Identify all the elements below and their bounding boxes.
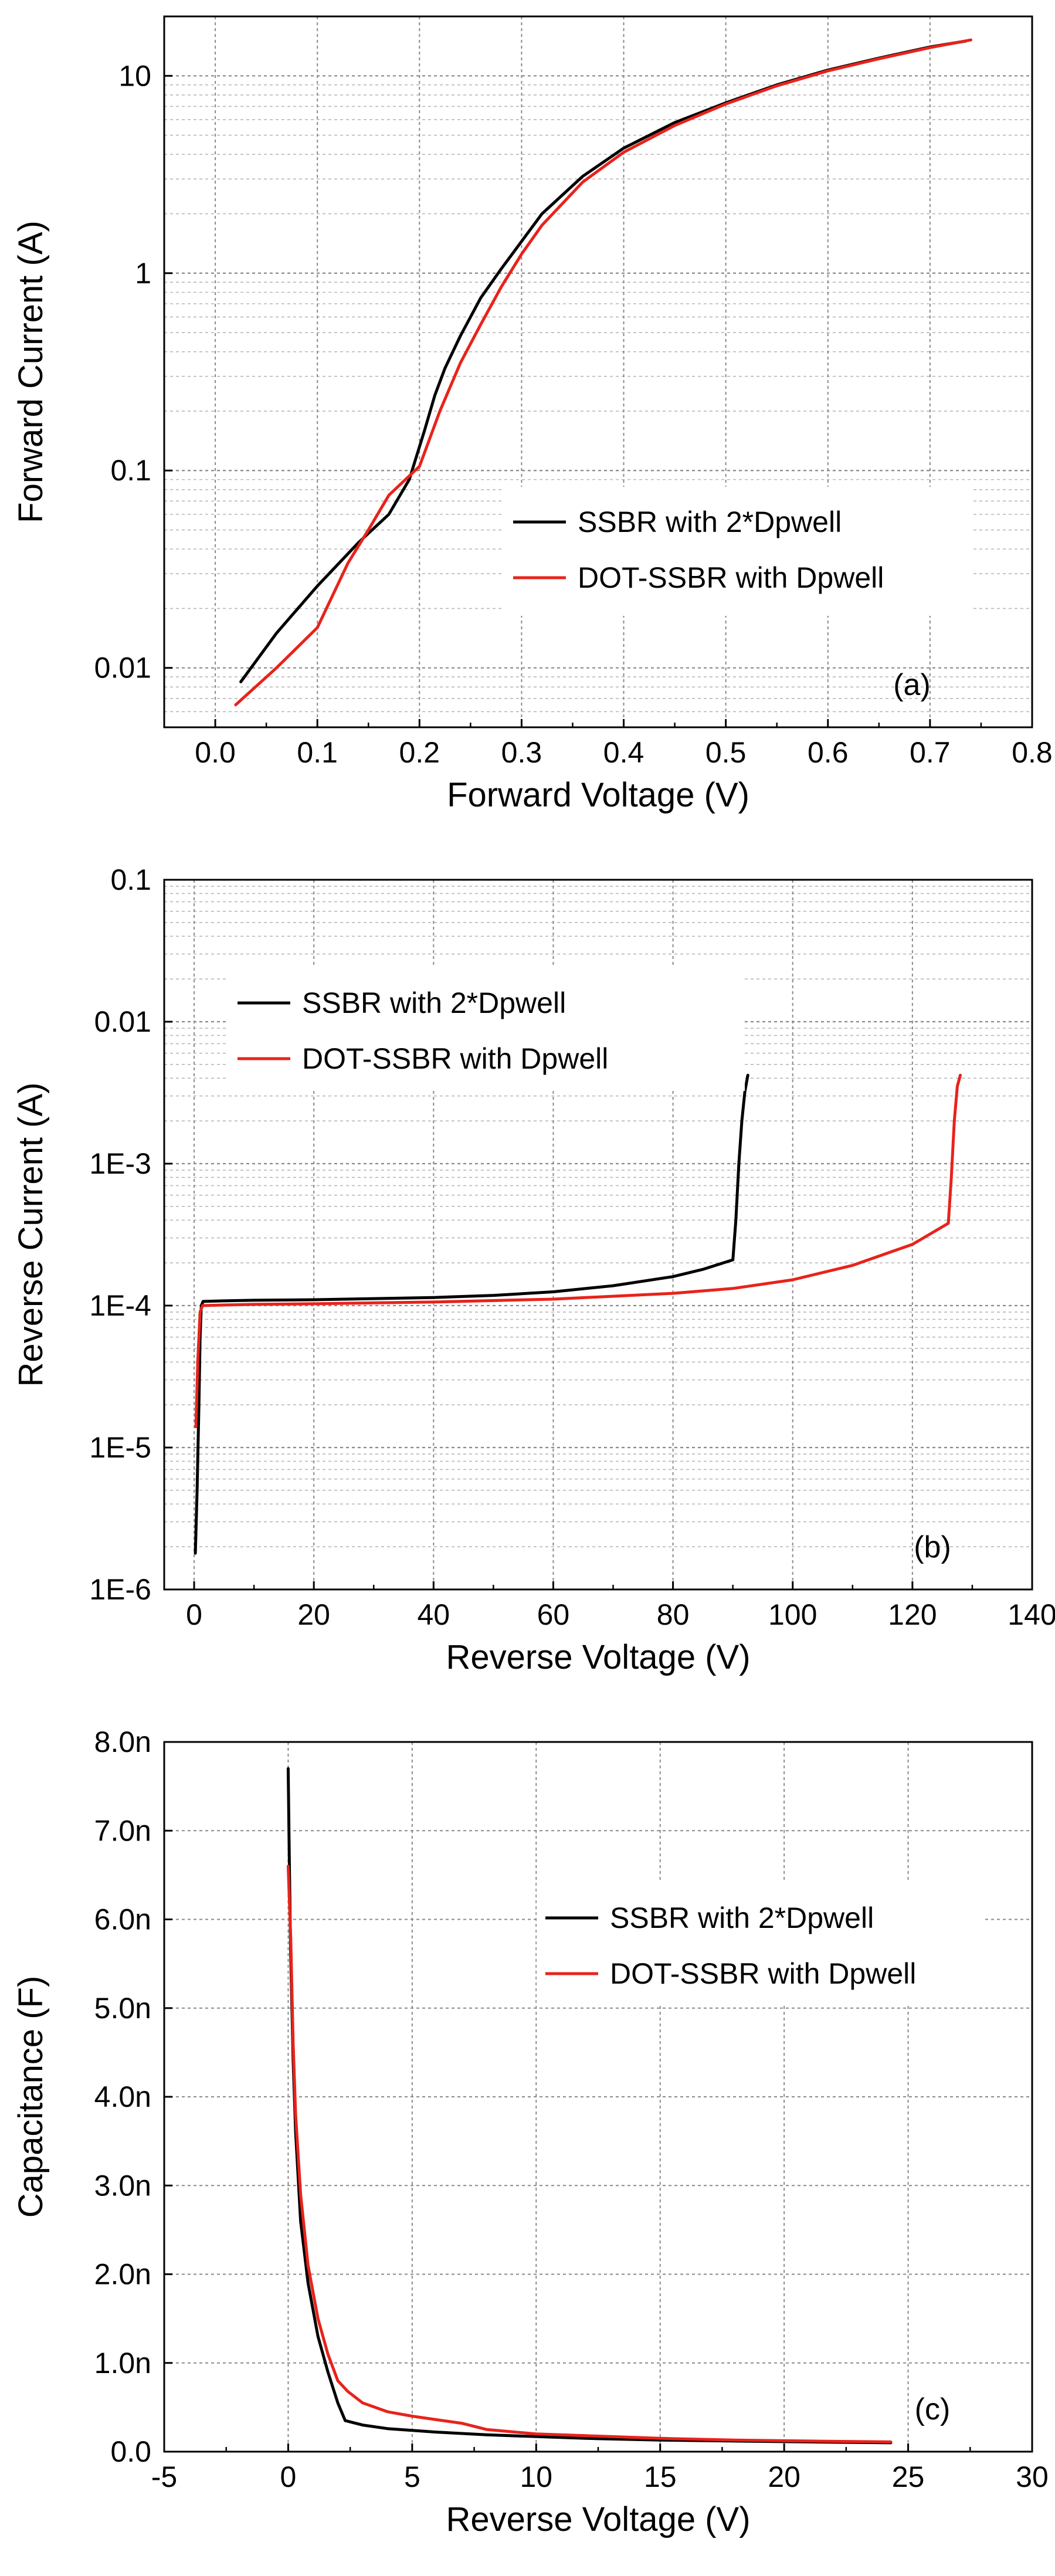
- series-line-2: [234, 38, 972, 707]
- x-tick-label: 20: [297, 1598, 330, 1631]
- x-tick-label: 0.3: [501, 736, 542, 769]
- y-axis-title: Capacitance (F): [12, 1976, 50, 2218]
- chart-panel-b: 0 20 40 60 80 100 120 140 1E-6 1E-5 1E-4 1E-3 0.01 0.…: [12, 863, 1055, 1676]
- series-line-2: [194, 1073, 962, 1429]
- chart-panel-c: -5 0 5 10 15 20 25 30 0.0 1.0n 2.0n 3.0n 4.0n 5.0n 6.0…: [12, 1726, 1049, 2538]
- y-tick-label: 1E-6: [89, 1573, 151, 1606]
- y-tick-label: 0.1: [110, 454, 151, 487]
- y-tick-label: 1: [135, 257, 151, 290]
- y-tick-label: 1E-5: [89, 1431, 151, 1464]
- x-tick-label: 0.5: [705, 736, 747, 769]
- y-tick-label: 6.0n: [94, 1903, 151, 1936]
- series-group: [286, 1767, 893, 2445]
- x-tick-label: 10: [520, 2460, 552, 2493]
- x-tick-label: 30: [1016, 2460, 1049, 2493]
- legend: SSBR with 2*Dpwell DOT-SSBR with Dpwell: [504, 487, 973, 616]
- y-tick-label: 2.0n: [94, 2258, 151, 2291]
- y-tick-label: 10: [118, 59, 151, 92]
- x-tick-label: 0.2: [399, 736, 440, 769]
- x-axis-title: Reverse Voltage (V): [446, 1638, 750, 1676]
- x-tick-label: 20: [768, 2460, 800, 2493]
- panel-label: (b): [914, 1530, 951, 1564]
- y-tick-label: 1E-4: [89, 1289, 151, 1322]
- x-axis-title: Forward Voltage (V): [447, 776, 749, 814]
- legend: SSBR with 2*Dpwell DOT-SSBR with Dpwell: [229, 968, 745, 1091]
- x-tick-label: 0: [280, 2460, 297, 2493]
- y-tick-label: 8.0n: [94, 1726, 151, 1758]
- panel-label: (c): [915, 2392, 951, 2426]
- x-tick-label: 80: [657, 1598, 690, 1631]
- legend: SSBR with 2*Dpwell DOT-SSBR with Dpwell: [537, 1883, 982, 2006]
- x-tick-label: 0.4: [603, 736, 644, 769]
- y-axis-title: Reverse Current (A): [12, 1083, 50, 1387]
- y-axis-title: Forward Current (A): [12, 221, 50, 523]
- x-tick-label: 140: [1007, 1598, 1055, 1631]
- y-tick-label: 3.0n: [94, 2169, 151, 2202]
- legend-label-2: DOT-SSBR with Dpwell: [302, 1042, 608, 1075]
- x-tick-label: 5: [404, 2460, 420, 2493]
- x-tick-label: 100: [768, 1598, 817, 1631]
- legend-background: [229, 968, 745, 1091]
- legend-background: [504, 487, 973, 616]
- series-group: [234, 38, 972, 707]
- plot-frame: [163, 15, 1033, 728]
- x-tick-label: 0.1: [297, 736, 338, 769]
- x-tick-label: 120: [888, 1598, 937, 1631]
- x-tick-label: 0: [186, 1598, 202, 1631]
- y-tick-label: 0.1: [110, 863, 151, 896]
- x-tick-label: 0.8: [1012, 736, 1053, 769]
- y-tick-label: 5.0n: [94, 1992, 151, 2025]
- x-tick-label: 0.0: [195, 736, 236, 769]
- plot-frame: [163, 879, 1033, 1591]
- y-tick-label: 7.0n: [94, 1814, 151, 1847]
- x-tick-label: -5: [151, 2460, 177, 2493]
- x-tick-label: 25: [892, 2460, 925, 2493]
- legend-background: [537, 1883, 982, 2006]
- x-tick-label: 15: [644, 2460, 677, 2493]
- x-tick-label: 60: [537, 1598, 570, 1631]
- y-tick-label: 1E-3: [89, 1147, 151, 1180]
- y-tick-label: 1.0n: [94, 2347, 151, 2380]
- chart-panel-a: 0.0 0.1 0.2 0.3 0.4 0.5 0.6 0.7 0.8 0.01 0.1 1 10 For…: [12, 15, 1053, 814]
- legend-label-2: DOT-SSBR with Dpwell: [578, 561, 884, 594]
- x-tick-label: 0.7: [910, 736, 951, 769]
- y-tick-label: 0.01: [94, 652, 151, 684]
- y-tick-label: 4.0n: [94, 2080, 151, 2113]
- legend-label-1: SSBR with 2*Dpwell: [578, 506, 842, 538]
- x-tick-label: 40: [417, 1598, 450, 1631]
- x-tick-label: 0.6: [808, 736, 849, 769]
- y-tick-label: 0.0: [110, 2435, 151, 2468]
- x-axis-title: Reverse Voltage (V): [446, 2500, 750, 2538]
- legend-label-1: SSBR with 2*Dpwell: [610, 1902, 874, 1934]
- panel-label: (a): [893, 668, 931, 702]
- series-line-2: [286, 1865, 893, 2443]
- series-group: [194, 1073, 962, 1555]
- y-tick-label: 0.01: [94, 1005, 151, 1038]
- legend-label-2: DOT-SSBR with Dpwell: [610, 1957, 916, 1990]
- legend-label-1: SSBR with 2*Dpwell: [302, 987, 566, 1019]
